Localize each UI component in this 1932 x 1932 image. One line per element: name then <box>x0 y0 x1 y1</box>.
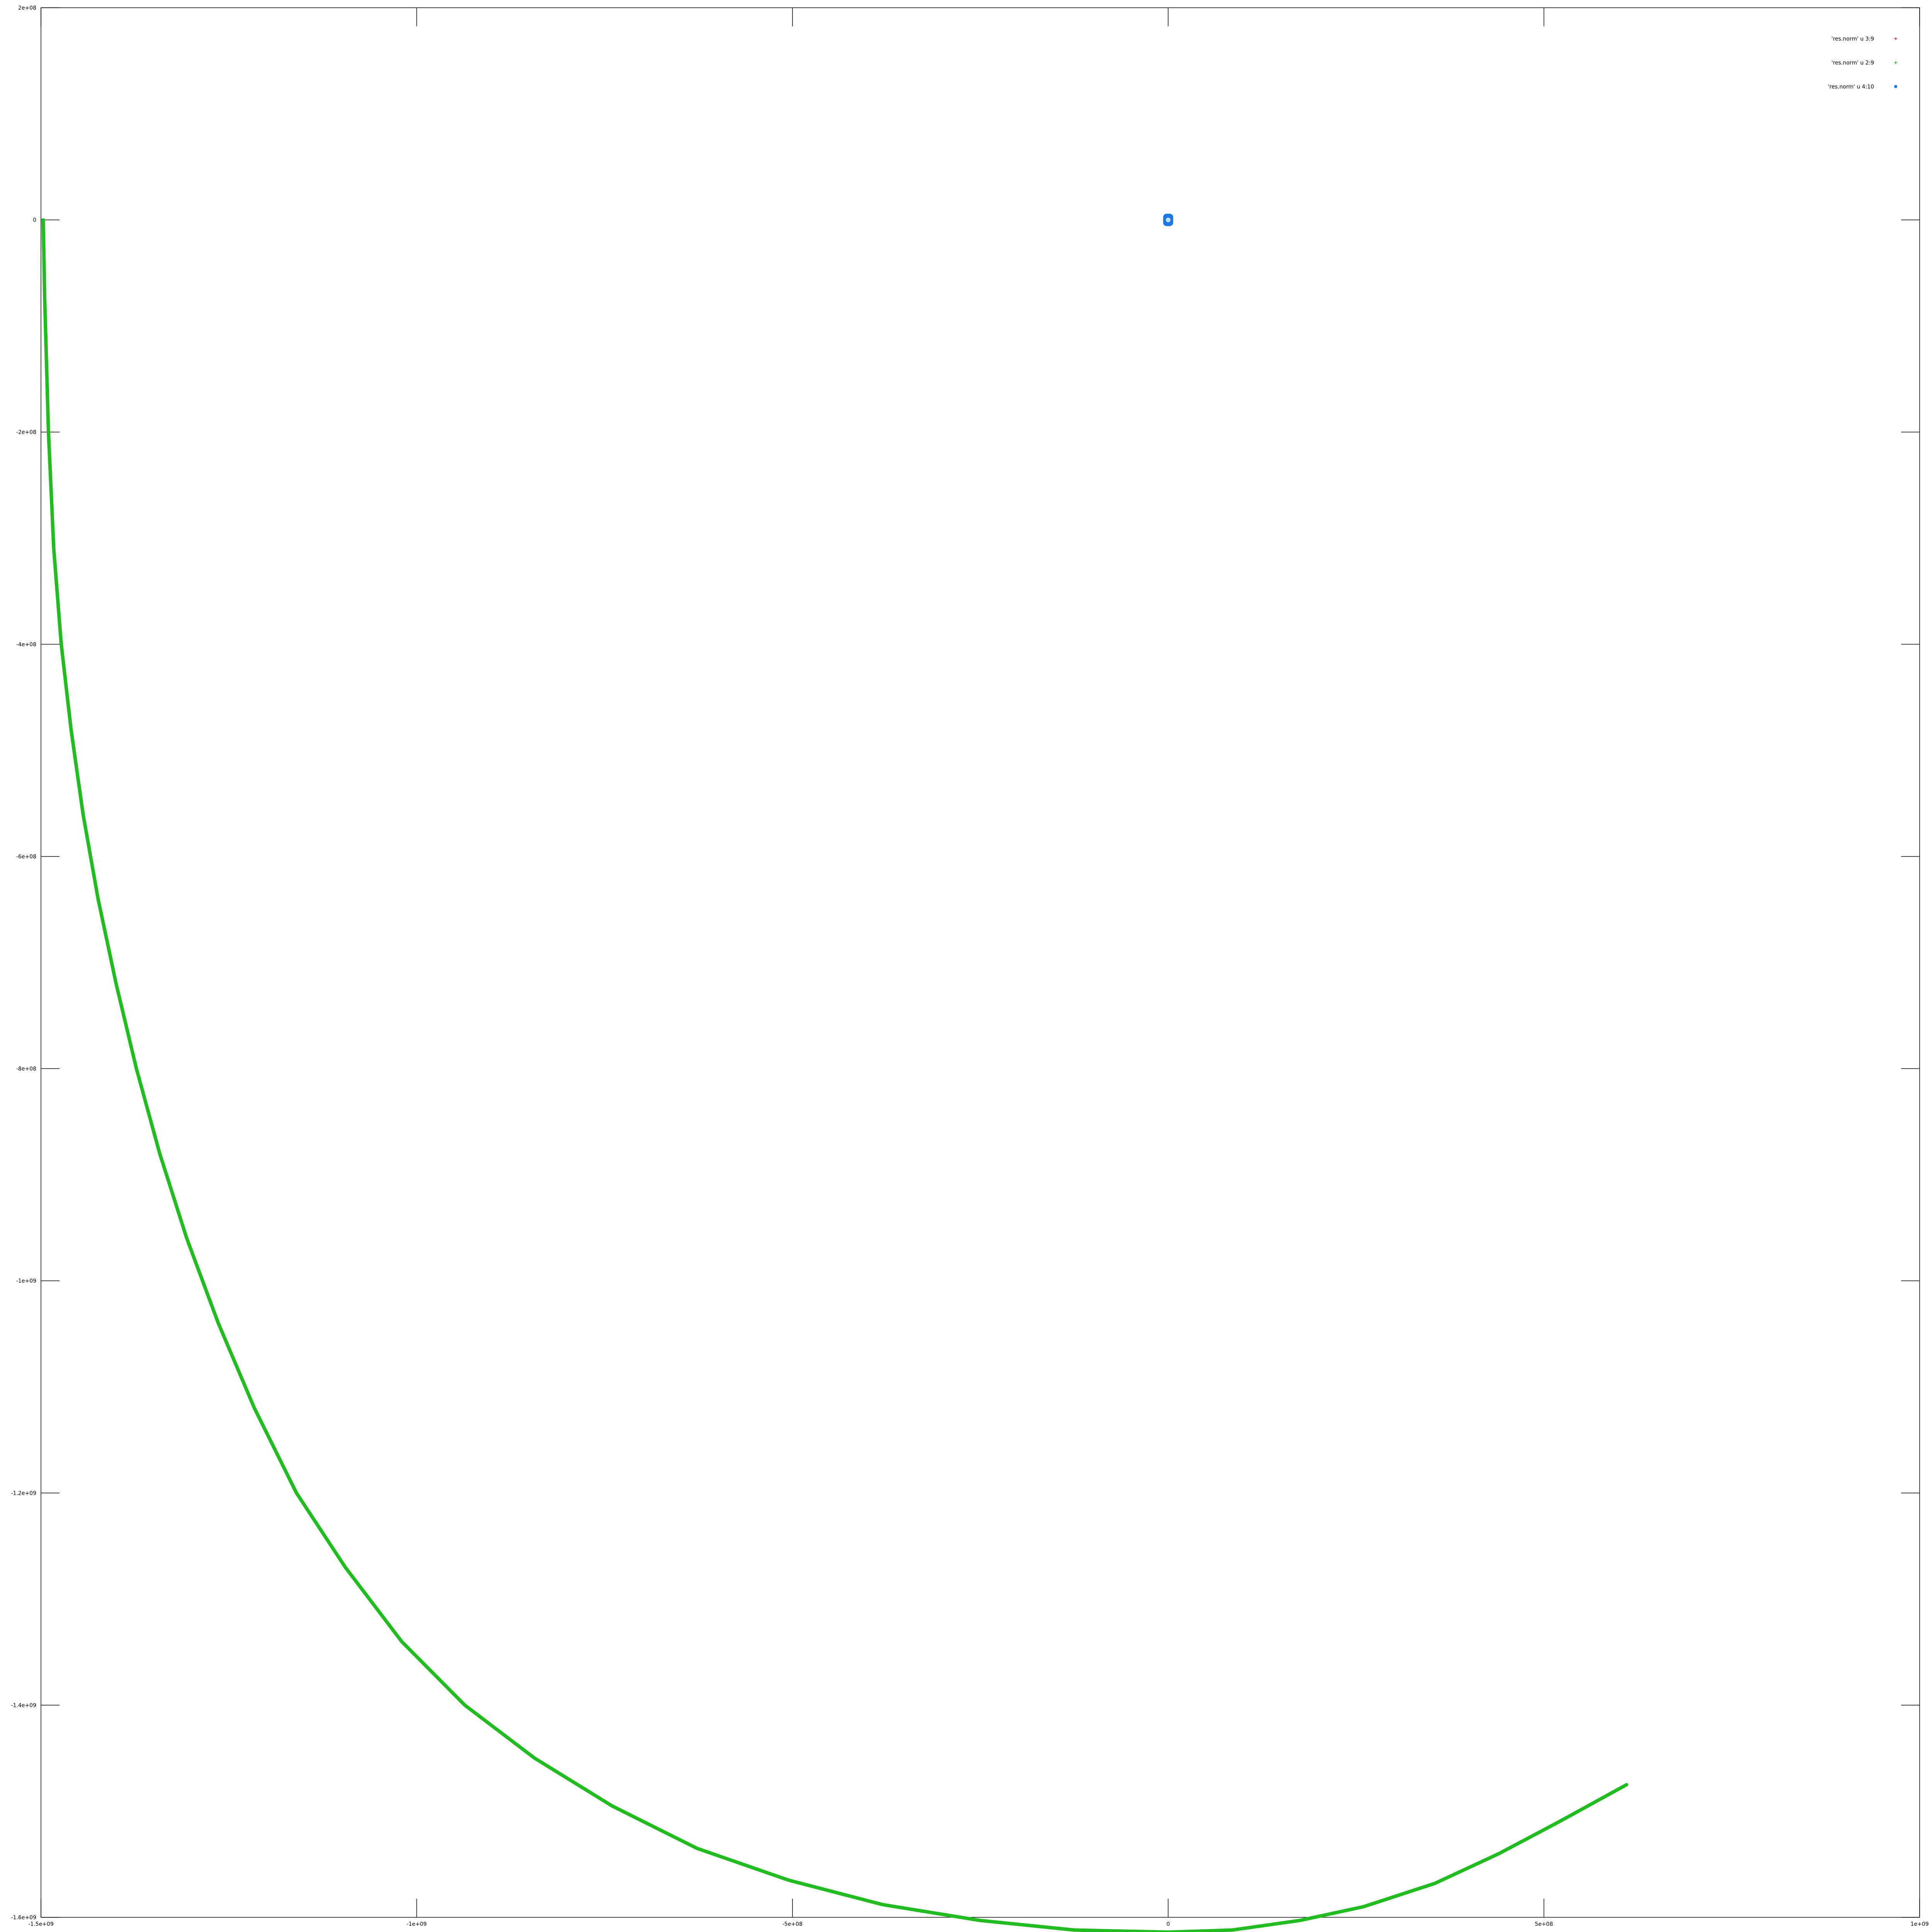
series-layer <box>41 214 1628 1932</box>
data-point-res-norm-4-10 <box>1163 214 1173 226</box>
data-point <box>134 1067 138 1070</box>
data-point <box>881 1903 884 1906</box>
y-tick-label: -2e+08 <box>16 429 36 435</box>
legend-marker <box>1894 37 1897 40</box>
data-point <box>69 727 73 731</box>
data-point <box>253 1406 256 1410</box>
data-point <box>463 1703 466 1707</box>
data-point <box>295 1491 298 1495</box>
data-point <box>52 547 56 551</box>
x-tick-label: -1e+09 <box>406 1921 427 1927</box>
legend-label: 'res.norm' u 2:9 <box>1832 60 1874 66</box>
x-tick-label: 1e+09 <box>1910 1921 1929 1927</box>
data-point <box>81 812 85 816</box>
legend-marker <box>1894 85 1897 88</box>
data-point <box>1362 1905 1365 1908</box>
x-tick-label: 5e+08 <box>1535 1921 1553 1927</box>
y-tick-label: -1.4e+09 <box>11 1702 36 1709</box>
data-point <box>114 982 118 985</box>
y-tick-label: 2e+08 <box>18 5 36 11</box>
x-tick-label: 0 <box>1167 1921 1170 1927</box>
data-point <box>400 1640 403 1643</box>
data-point <box>43 298 46 301</box>
x-tick-label: -5e+08 <box>782 1921 803 1927</box>
data-point <box>1230 1928 1234 1932</box>
axis-ticks <box>41 7 1920 1918</box>
legend: 'res.norm' u 3:9 'res.norm' u 2:9 'res.nor… <box>1828 36 1897 90</box>
data-point <box>96 897 100 901</box>
data-point <box>158 1152 162 1155</box>
data-point <box>1073 1928 1076 1932</box>
data-point <box>1557 1820 1561 1823</box>
y-tick-label: -6e+08 <box>16 854 36 860</box>
data-point <box>1625 1783 1628 1786</box>
data-point <box>1433 1882 1437 1885</box>
data-point <box>41 218 45 222</box>
data-point <box>1167 1930 1170 1932</box>
data-point <box>185 1236 189 1240</box>
series-line-res-norm-2-9 <box>41 218 1628 1932</box>
legend-entry: 'res.norm' u 3:9 <box>1832 36 1897 42</box>
legend-marker <box>1894 61 1897 64</box>
axis-tick-labels: -1.5e+09 -1e+09 -5e+08 0 5e+08 1e+09 2e+08 0 -2e… <box>11 5 1929 1927</box>
y-tick-label: -1.6e+09 <box>11 1915 36 1921</box>
data-point <box>611 1804 614 1808</box>
data-point <box>979 1919 982 1922</box>
legend-entry: 'res.norm' u 4:10 <box>1828 84 1897 90</box>
data-point <box>787 1878 791 1882</box>
data-point <box>344 1565 347 1569</box>
data-point <box>216 1321 220 1325</box>
data-point <box>695 1847 699 1850</box>
y-tick-label: -1e+09 <box>16 1278 36 1284</box>
legend-label: 'res.norm' u 4:10 <box>1828 84 1874 90</box>
data-point <box>1298 1919 1301 1922</box>
y-tick-label: -1.2e+09 <box>11 1490 36 1497</box>
legend-label: 'res.norm' u 3:9 <box>1832 36 1874 42</box>
y-tick-label: -4e+08 <box>16 641 36 648</box>
x-tick-label: -1.5e+09 <box>28 1921 53 1927</box>
data-point <box>1497 1852 1500 1855</box>
legend-entry: 'res.norm' u 2:9 <box>1832 60 1897 66</box>
plot-border <box>41 7 1920 1918</box>
data-point <box>47 430 50 434</box>
data-point <box>533 1757 536 1760</box>
data-point <box>60 643 63 646</box>
y-tick-label: -8e+08 <box>16 1066 36 1072</box>
y-tick-label: 0 <box>33 217 36 223</box>
